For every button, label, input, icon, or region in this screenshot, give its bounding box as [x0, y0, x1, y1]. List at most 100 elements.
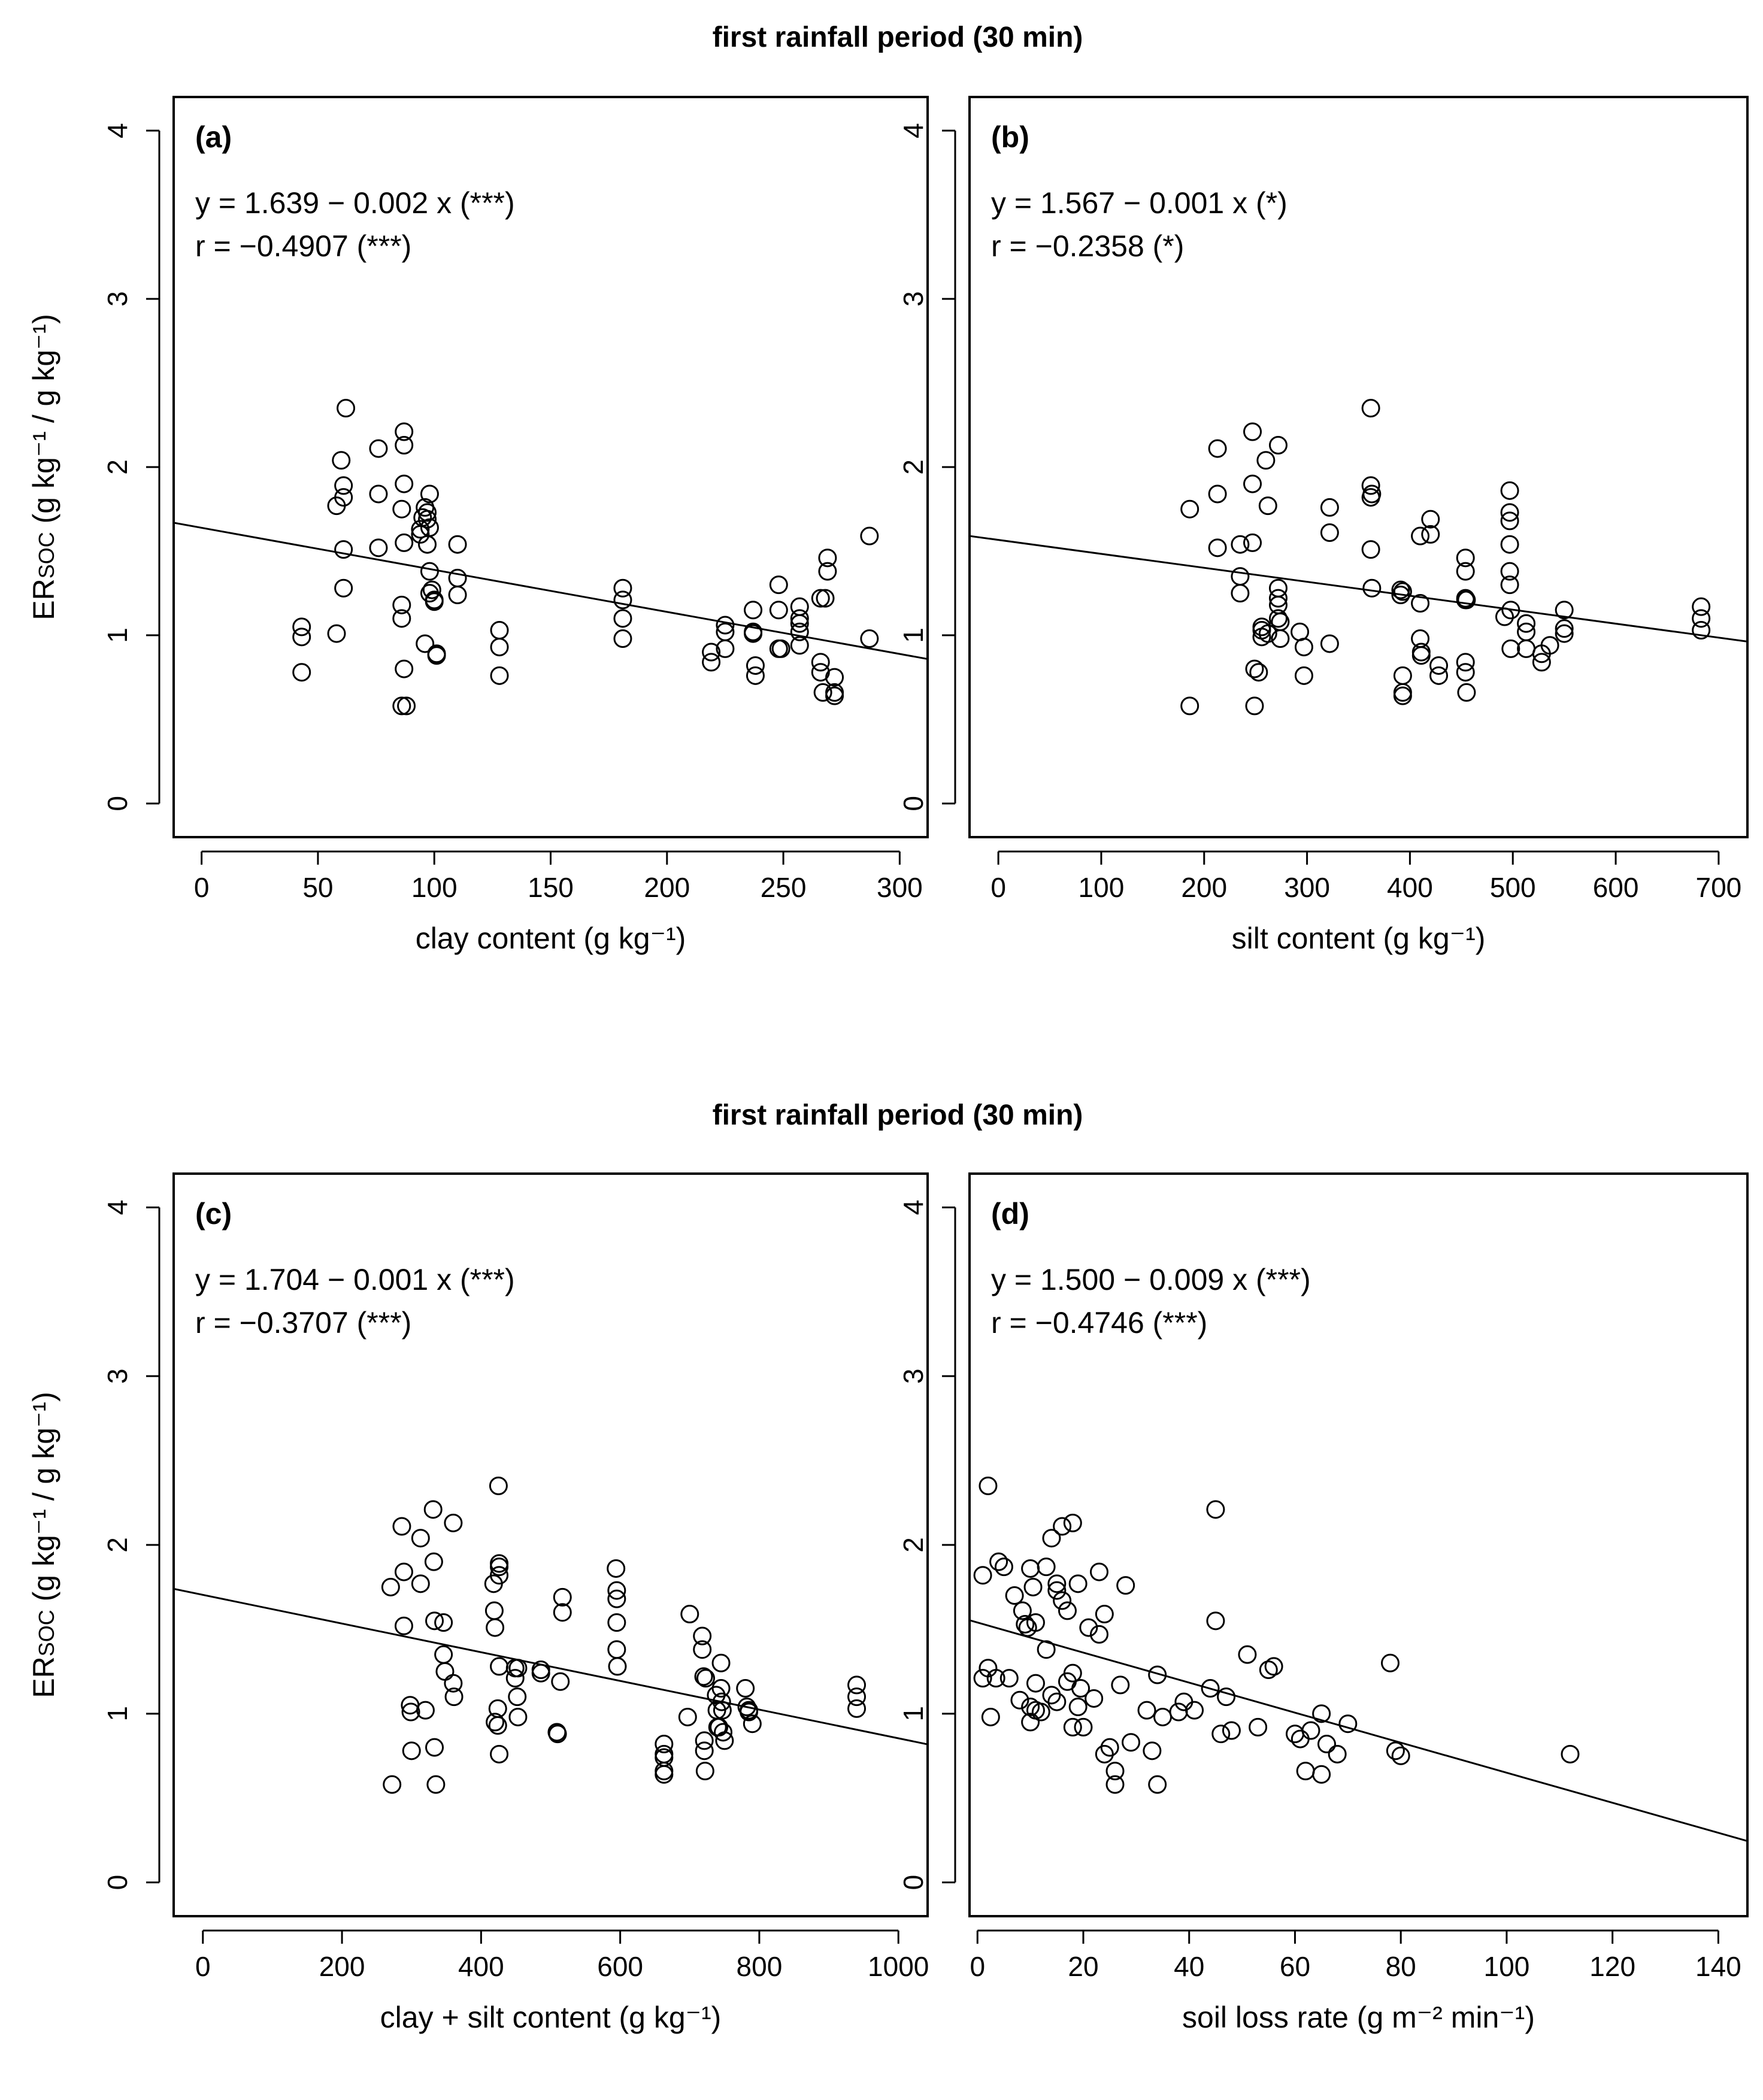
- data-point: [744, 624, 763, 643]
- data-point: [490, 1744, 509, 1763]
- data-point: [1211, 1725, 1231, 1744]
- correlation-coefficient: r = −0.4746 (***): [991, 1306, 1207, 1340]
- data-point: [392, 595, 411, 614]
- data-point: [1095, 1744, 1114, 1763]
- data-point: [714, 1723, 733, 1742]
- data-point: [1268, 578, 1288, 598]
- data-point: [548, 1725, 567, 1744]
- regression-line: [970, 535, 1747, 643]
- data-point: [694, 1667, 713, 1686]
- data-point: [1206, 1611, 1225, 1631]
- data-point: [1692, 609, 1711, 628]
- data-point: [716, 639, 735, 658]
- data-point: [490, 1557, 509, 1577]
- x-tick-label: 400: [458, 1951, 504, 1982]
- data-point: [769, 601, 788, 620]
- x-tick-label: 1000: [868, 1951, 929, 1982]
- data-point: [1259, 1660, 1278, 1680]
- data-point: [790, 609, 809, 628]
- data-point: [1095, 1605, 1114, 1624]
- data-point: [401, 1702, 420, 1722]
- data-point: [395, 659, 414, 678]
- data-point: [1386, 1741, 1405, 1760]
- data-point: [553, 1587, 572, 1607]
- data-point: [695, 1741, 714, 1760]
- data-point: [508, 1659, 528, 1678]
- data-point: [1021, 1698, 1040, 1717]
- data-point: [1555, 619, 1574, 638]
- data-point: [434, 1613, 453, 1632]
- data-point: [1238, 1645, 1257, 1664]
- data-point: [1338, 1714, 1358, 1734]
- data-point: [693, 1626, 712, 1646]
- data-point: [553, 1603, 572, 1622]
- data-point: [1501, 639, 1520, 658]
- data-point: [695, 1762, 714, 1781]
- data-point: [1100, 1738, 1119, 1757]
- data-point: [392, 1517, 411, 1536]
- panel-label: (d): [991, 1197, 1029, 1231]
- data-point: [1320, 498, 1339, 517]
- data-point: [746, 666, 765, 685]
- data-point: [1500, 562, 1519, 581]
- data-point: [424, 1552, 443, 1571]
- data-point: [434, 1645, 453, 1664]
- x-tick-label: 300: [1284, 872, 1330, 903]
- data-point: [607, 1559, 626, 1578]
- data-point: [790, 622, 809, 641]
- data-point: [813, 683, 832, 702]
- data-point: [337, 399, 356, 418]
- data-point: [369, 538, 388, 557]
- data-point: [420, 562, 439, 581]
- data-point: [1037, 1640, 1056, 1659]
- data-point: [1312, 1704, 1331, 1723]
- data-point: [769, 575, 788, 595]
- data-point: [1457, 590, 1476, 610]
- data-point: [702, 643, 721, 662]
- x-tick-label: 80: [1386, 1951, 1416, 1982]
- data-point: [1063, 1717, 1082, 1737]
- data-point: [811, 589, 830, 608]
- data-point: [1222, 1721, 1241, 1740]
- data-point: [1555, 624, 1574, 643]
- data-point: [740, 1701, 759, 1720]
- data-point: [411, 1574, 430, 1593]
- data-point: [397, 696, 416, 716]
- data-point: [1068, 1698, 1088, 1717]
- data-point: [715, 1731, 734, 1750]
- panel-d: 0 20 40 60 80 100 120 140 0 1 2 3 4 soil loss rate (g…: [898, 1172, 1749, 2034]
- data-point: [1456, 663, 1475, 682]
- data-point: [392, 696, 411, 716]
- y-tick-label: 0: [102, 1875, 133, 1890]
- data-point: [1294, 638, 1313, 657]
- data-point: [1561, 1744, 1580, 1763]
- panel-label: (c): [195, 1197, 232, 1231]
- data-point: [1252, 617, 1271, 637]
- data-point: [607, 1581, 626, 1600]
- data-point: [1692, 597, 1711, 616]
- data-point: [1249, 1717, 1268, 1737]
- data-point: [1361, 540, 1380, 559]
- data-point: [1180, 499, 1199, 519]
- data-point: [1116, 1576, 1135, 1595]
- data-point: [1393, 582, 1412, 601]
- data-point: [1393, 686, 1412, 705]
- data-point: [490, 666, 509, 685]
- data-point: [1180, 696, 1199, 716]
- x-tick-label: 200: [644, 872, 690, 903]
- data-point: [1053, 1517, 1072, 1536]
- data-point: [1362, 578, 1382, 598]
- data-point: [490, 1657, 509, 1676]
- data-point: [1532, 653, 1551, 672]
- y-axis-label: ERSOC (g kg⁻¹ / g kg⁻¹): [27, 1392, 60, 1698]
- data-point: [420, 518, 439, 537]
- data-point: [369, 484, 388, 504]
- data-point: [395, 422, 414, 441]
- data-point: [1174, 1692, 1193, 1711]
- data-point: [1053, 1591, 1072, 1610]
- data-point: [1016, 1614, 1035, 1634]
- x-tick-label: 140: [1695, 1951, 1741, 1982]
- data-point: [860, 629, 879, 649]
